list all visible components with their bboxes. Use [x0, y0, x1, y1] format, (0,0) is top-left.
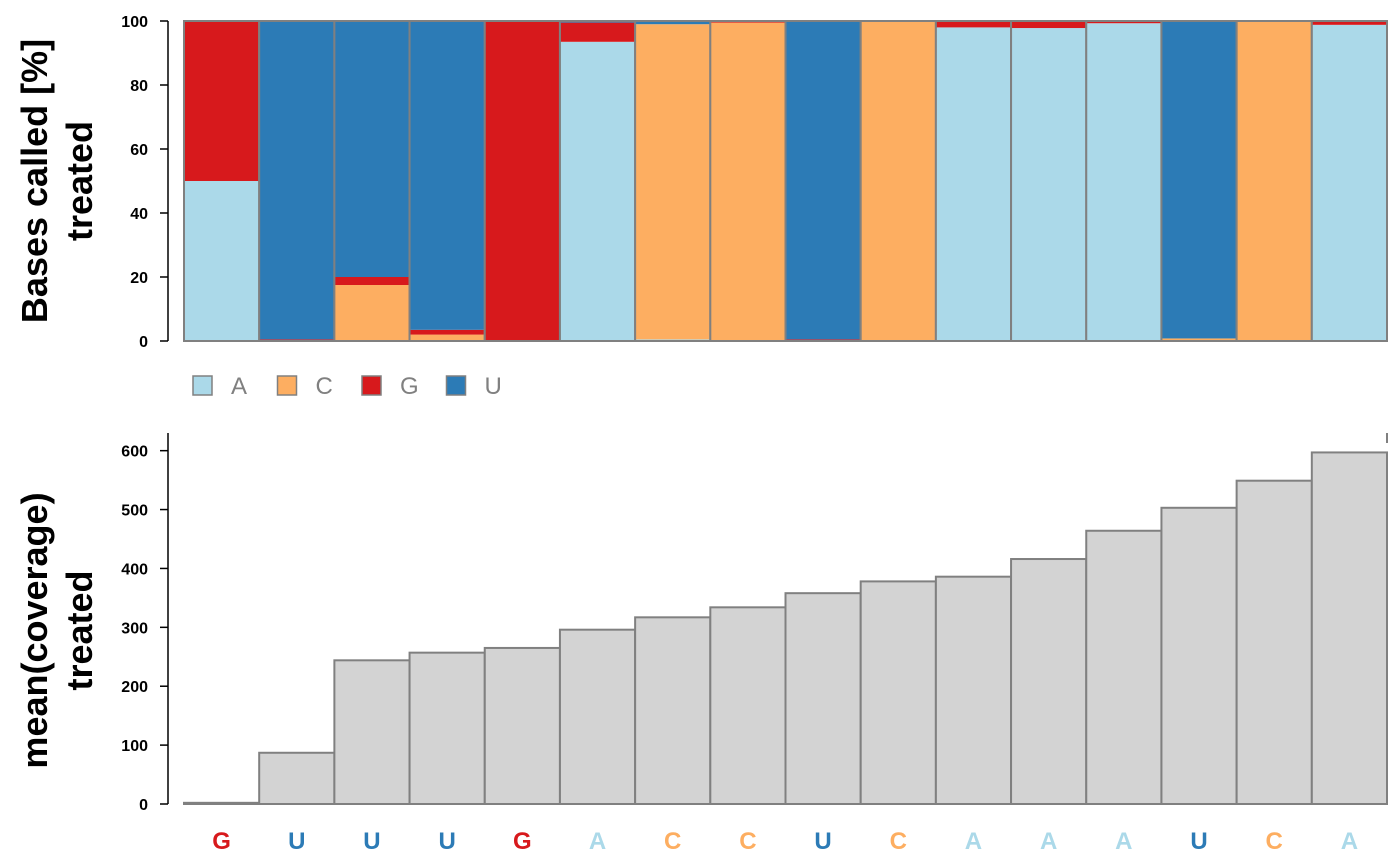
bar-segment-g: [334, 277, 410, 285]
bar-segment-a: [1311, 24, 1387, 342]
coverage-bar: [784, 592, 862, 806]
y-tick-label: 40: [130, 206, 148, 223]
bar-segment-u: [409, 21, 485, 330]
x-tick-label: A: [965, 828, 982, 855]
x-tick-label: C: [1266, 828, 1283, 855]
x-tick-label: A: [1040, 828, 1057, 855]
coverage-bar: [934, 575, 1013, 806]
bar-segment-c: [334, 285, 410, 341]
bar-segment-u: [785, 21, 861, 340]
y-tick-label: 500: [121, 503, 148, 520]
x-tick-label: U: [438, 828, 455, 855]
x-tick-label: U: [1190, 828, 1207, 855]
y-axis-title: mean(coverage): [14, 492, 55, 768]
coverage-bar: [183, 801, 261, 805]
y-tick-label: 300: [121, 620, 148, 637]
bar-segment-c: [1236, 21, 1312, 342]
y-axis-title: Bases called [%]: [14, 39, 55, 323]
y-tick-label: 20: [130, 270, 148, 287]
coverage-bar: [1235, 479, 1313, 805]
bar-segment-g: [1011, 21, 1087, 29]
legend-label-c: C: [316, 373, 333, 400]
bar-segment-u: [1161, 21, 1237, 339]
bar-segment-c: [409, 334, 485, 341]
y-axis-subtitle: treated: [59, 570, 100, 690]
bar-segment-a: [1011, 28, 1087, 341]
coverage-bar: [634, 616, 712, 805]
x-tick-label: C: [664, 828, 681, 855]
x-tick-label: A: [589, 828, 606, 855]
bar-segment-g: [559, 22, 636, 42]
x-tick-label: C: [890, 828, 907, 855]
legend-label-a: A: [231, 373, 247, 400]
bar-segment-a: [935, 27, 1012, 342]
legend-label-g: G: [400, 373, 419, 400]
bar-segment-c: [1161, 338, 1237, 341]
bar-outline: [1310, 20, 1388, 342]
bar-segment-c: [710, 22, 786, 341]
legend-swatch-g: [361, 375, 382, 396]
y-tick-label: 100: [121, 14, 148, 31]
y-tick-label: 80: [130, 78, 148, 95]
coverage-bar: [709, 606, 787, 805]
bar-segment-g: [1086, 21, 1162, 24]
x-tick-label: G: [212, 828, 231, 855]
y-tick-label: 400: [121, 561, 148, 578]
coverage-bar: [1085, 529, 1163, 805]
coverage-bar: [333, 659, 411, 805]
coverage-bar: [408, 651, 486, 806]
bar-segment-a: [184, 181, 260, 341]
legend-swatch-u: [445, 375, 467, 396]
bar-segment-c: [635, 24, 711, 340]
x-tick-label: U: [363, 828, 380, 855]
x-tick-label: U: [814, 828, 831, 855]
x-tick-label: C: [739, 828, 756, 855]
bar-segment-g: [1311, 21, 1387, 25]
x-tick-label: A: [1115, 828, 1132, 855]
bar-segment-a: [1086, 23, 1162, 342]
y-tick-label: 0: [139, 334, 148, 351]
bar-segment-u: [334, 21, 410, 277]
coverage-bar: [1160, 506, 1238, 805]
y-tick-label: 60: [130, 142, 148, 159]
coverage-bar: [1010, 558, 1088, 805]
bar-segment-u: [259, 21, 335, 340]
x-tick-label: G: [513, 828, 532, 855]
coverage-bar: [558, 628, 637, 806]
y-tick-label: 600: [121, 444, 148, 461]
bar-segment-g: [935, 21, 1012, 28]
coverage-bar: [1310, 451, 1388, 805]
y-axis-subtitle: treated: [59, 121, 100, 241]
bar-segment-g: [409, 329, 485, 335]
y-tick-label: 100: [121, 738, 148, 755]
bar-segment-a: [559, 41, 636, 342]
coverage-panel: 0 100 200 300 400 500 600 mean(coverage) treated…: [14, 433, 1388, 855]
legend-swatch-c: [276, 375, 298, 396]
x-tick-label: A: [1341, 828, 1358, 855]
bar-segment-c: [860, 21, 936, 341]
y-tick-label: 0: [139, 797, 148, 814]
coverage-bar: [859, 580, 937, 806]
bar-segment-g: [484, 21, 560, 341]
legend-label-u: U: [485, 373, 502, 400]
bar-segment-u: [635, 21, 711, 25]
bar-segment-g: [184, 21, 260, 181]
bases-called-panel: 0 20 40 60 80 100 Bases called [%] treated: [14, 14, 1388, 351]
x-tick-label: U: [288, 828, 305, 855]
legend-swatch-a: [192, 375, 213, 396]
coverage-bar: [258, 751, 336, 805]
y-tick-label: 200: [121, 679, 148, 696]
coverage-bar: [483, 646, 561, 806]
